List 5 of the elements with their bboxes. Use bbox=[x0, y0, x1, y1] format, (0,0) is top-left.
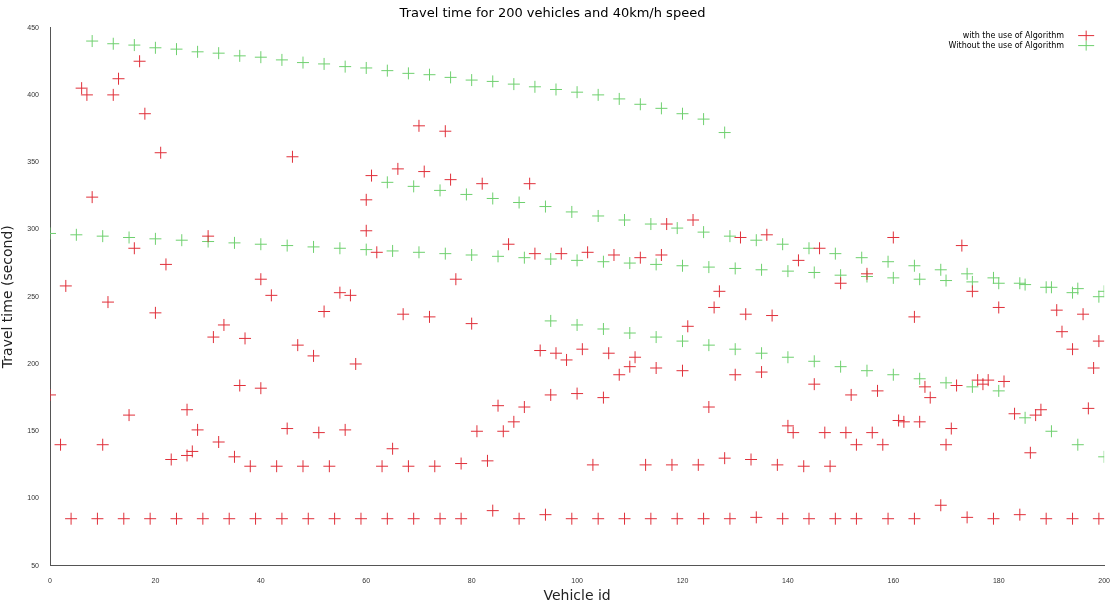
legend-label: Without the use of Algorithm bbox=[948, 40, 1065, 50]
y-axis-title: Travel time (second) bbox=[0, 225, 16, 370]
x-axis-title: Vehicle id bbox=[543, 587, 611, 604]
chart-title: Travel time for 200 vehicles and 40km/h speed bbox=[398, 5, 706, 21]
legend-label: with the use of Algorithm bbox=[962, 30, 1065, 40]
